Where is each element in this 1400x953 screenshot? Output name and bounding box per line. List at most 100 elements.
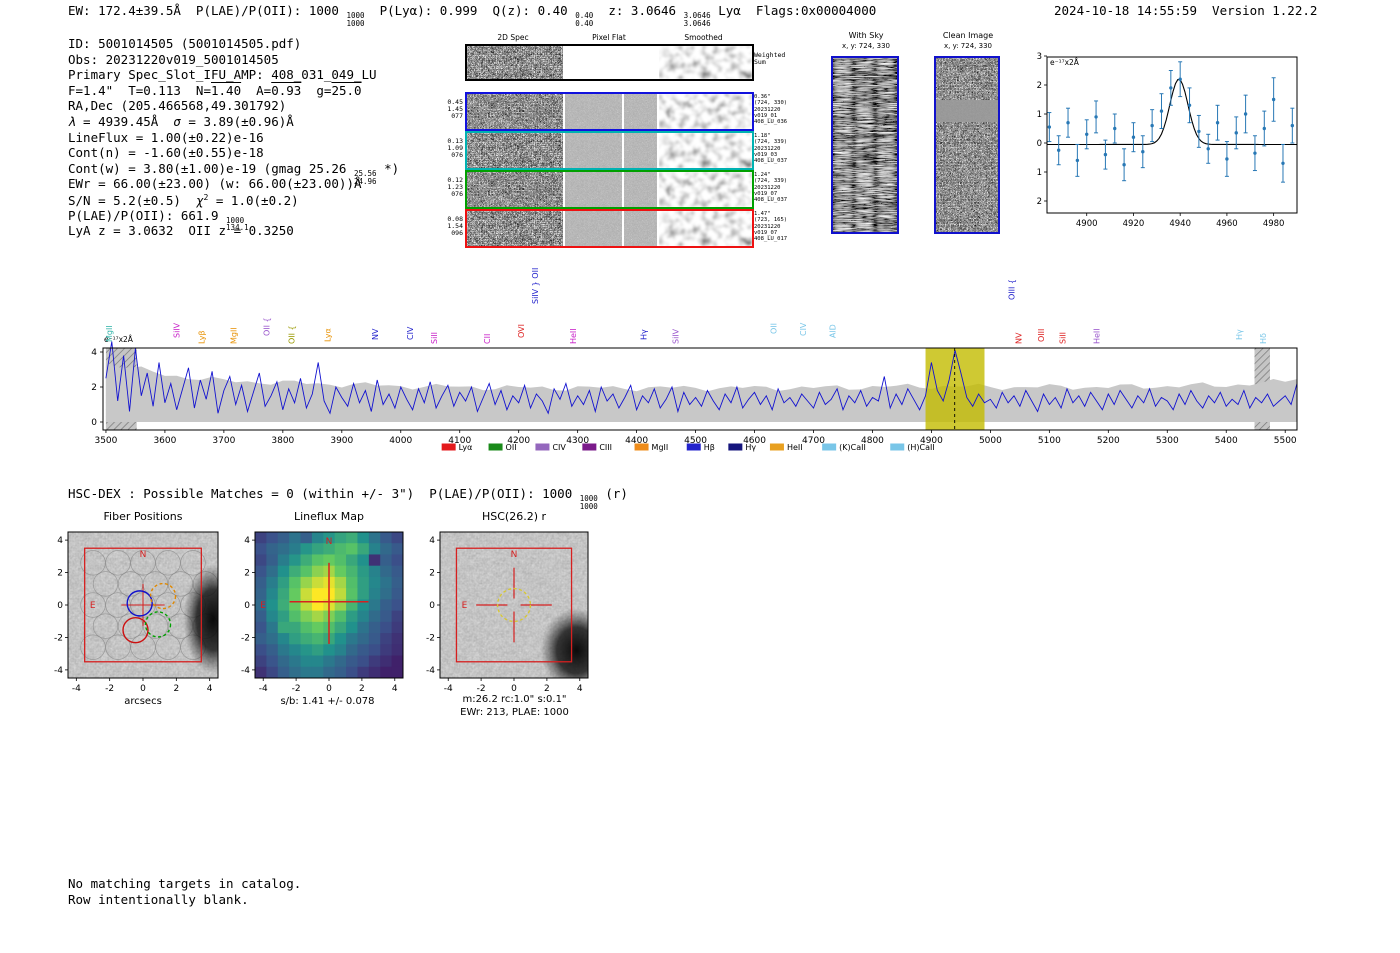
svg-text:4960: 4960 (1216, 219, 1238, 229)
svg-text:CIV: CIV (799, 322, 808, 336)
spec2d-image (467, 211, 563, 246)
header-date-version: 2024-10-18 14:55:59 Version 1.22.2 (1054, 3, 1318, 18)
footer-notes: No matching targets in catalog. Row inte… (68, 876, 301, 907)
svg-text:-2: -2 (1037, 197, 1042, 207)
svg-text:2: 2 (544, 684, 550, 694)
svg-text:3500: 3500 (94, 436, 117, 446)
svg-text:SiII: SiII (430, 332, 439, 344)
svg-text:4: 4 (577, 684, 583, 694)
info-id: ID: 5001014505 (5001014505.pdf) (68, 36, 302, 51)
with-sky-image (831, 56, 899, 234)
svg-text:-4: -4 (426, 666, 435, 676)
svg-text:NV: NV (371, 328, 380, 340)
svg-text:HeII: HeII (787, 443, 803, 452)
svg-text:SiII: SiII (1058, 332, 1067, 344)
svg-text:(K)CaII: (K)CaII (839, 443, 866, 452)
svg-text:4300: 4300 (566, 436, 589, 446)
svg-text:4: 4 (91, 348, 97, 358)
svg-text:4: 4 (429, 536, 435, 546)
svg-text:4500: 4500 (684, 436, 707, 446)
svg-text:4: 4 (57, 536, 63, 546)
info-radec: RA,Dec (205.466568,49.301792) (68, 98, 287, 114)
svg-text:OII {: OII { (288, 325, 297, 344)
svg-text:-1: -1 (1037, 168, 1042, 178)
cutout-row (465, 44, 754, 81)
svg-text:4: 4 (207, 684, 213, 694)
smoothed-image (659, 172, 752, 207)
svg-text:SiIV: SiIV (672, 328, 681, 344)
hsc-dex-match-line: HSC-DEX : Possible Matches = 0 (within +… (68, 486, 628, 511)
svg-text:MgII: MgII (652, 443, 669, 452)
svg-text:OIII: OIII (1037, 329, 1046, 342)
hsc-captions: m:26.2 rc:1.0" s:0.1" EWr: 213, PLAE: 100… (460, 694, 569, 718)
info-obs: Obs: 20231220v019_5001014505 (68, 51, 279, 67)
info-plae-poii: P(LAE)/P(OII): 661.9 1000 134.1 (68, 207, 249, 233)
svg-text:0: 0 (326, 684, 332, 694)
clean-image-coords: x, y: 724, 330 (944, 42, 992, 50)
svg-text:5200: 5200 (1097, 436, 1120, 446)
cutout-row-left-stats: 0.45 1.45 077 (447, 98, 463, 120)
info-lineflux: LineFlux = 1.00(±0.22)e-16 (68, 129, 264, 145)
svg-text:N: N (140, 550, 147, 560)
spec2d-image (467, 46, 563, 79)
cutout-row-left-stats: 0.08 1.54 096 (447, 215, 463, 237)
cutout-row-right-info: Weighted Sum (754, 51, 786, 66)
svg-text:Hβ: Hβ (704, 443, 715, 452)
col-header-2d-spec: 2D Spec (497, 33, 529, 42)
svg-text:-4: -4 (54, 666, 63, 676)
svg-text:0: 0 (57, 601, 63, 611)
header-summary: EW: 172.4±39.5Å P(LAE)/P(OII): 1000 1000… (68, 3, 877, 28)
svg-text:AlD: AlD (828, 324, 837, 338)
hsc-cutout-plot: N E -4 -2 0 2 4 -4 -2 0 2 4 (426, 531, 589, 694)
svg-text:HeII: HeII (569, 328, 578, 344)
svg-text:-2: -2 (105, 684, 114, 694)
svg-text:4600: 4600 (743, 436, 766, 446)
svg-text:Lyβ: Lyβ (197, 330, 206, 344)
svg-text:4700: 4700 (802, 436, 825, 446)
svg-text:E: E (462, 601, 468, 611)
svg-text:1: 1 (1037, 110, 1042, 120)
svg-text:-4: -4 (259, 684, 268, 694)
svg-text:SiIV } OII: SiIV } OII (531, 268, 540, 304)
svg-text:MgII: MgII (105, 325, 114, 342)
lineflux-map-title: Lineflux Map (293, 510, 365, 523)
pixelflat-image (565, 172, 657, 207)
cutout-row (465, 92, 754, 131)
spec2d-image (467, 172, 563, 207)
svg-text:4: 4 (392, 684, 398, 694)
svg-text:0: 0 (244, 601, 250, 611)
svg-text:e⁻¹⁷x2Å: e⁻¹⁷x2Å (1050, 58, 1080, 67)
svg-text:-2: -2 (426, 633, 435, 643)
svg-text:0: 0 (511, 684, 517, 694)
svg-text:-4: -4 (444, 684, 453, 694)
footer-line-2: Row intentionally blank. (68, 891, 249, 907)
cutout-row-right-info: 1.18" (724, 339) 20231220 v019_03 408_LU_037 (754, 133, 788, 165)
info-seeing: F=1.4" T=0.113 N=1.40 A=0.93 g=25.0 (68, 82, 362, 98)
svg-text:MgII: MgII (229, 327, 238, 344)
full-spectrum-plot: 3500 3600 3700 3800 3900 4000 4100 4200 4300 4400… (91, 268, 1298, 452)
fiber-xlabel: arcsecs (124, 696, 162, 707)
svg-text:2: 2 (429, 569, 435, 579)
cutout-row-right-info: 1.47" (723, 165) 20231220 v019_07 408_LU_017 (754, 211, 788, 243)
svg-text:OIII {: OIII { (1008, 279, 1017, 300)
svg-text:CIII: CIII (599, 443, 612, 452)
svg-text:Lyα: Lyα (324, 328, 333, 342)
smoothed-image (659, 133, 752, 168)
svg-text:0: 0 (91, 418, 97, 428)
cutout-row (465, 131, 754, 170)
spec2d-image (467, 94, 563, 129)
svg-text:3600: 3600 (153, 436, 176, 446)
svg-text:4400: 4400 (625, 436, 648, 446)
svg-text:0: 0 (429, 601, 435, 611)
svg-text:2: 2 (173, 684, 179, 694)
fiber-positions-plot: N E -4 -2 0 2 4 -4 -2 0 2 4 (54, 531, 219, 694)
pixelflat-image (565, 133, 657, 168)
svg-text:2: 2 (91, 383, 97, 393)
smoothed-image (659, 94, 752, 129)
svg-text:-2: -2 (477, 684, 486, 694)
svg-text:CII: CII (483, 334, 492, 344)
svg-text:(H)CaII: (H)CaII (907, 443, 934, 452)
svg-text:4: 4 (244, 536, 250, 546)
svg-text:3: 3 (1037, 52, 1042, 62)
